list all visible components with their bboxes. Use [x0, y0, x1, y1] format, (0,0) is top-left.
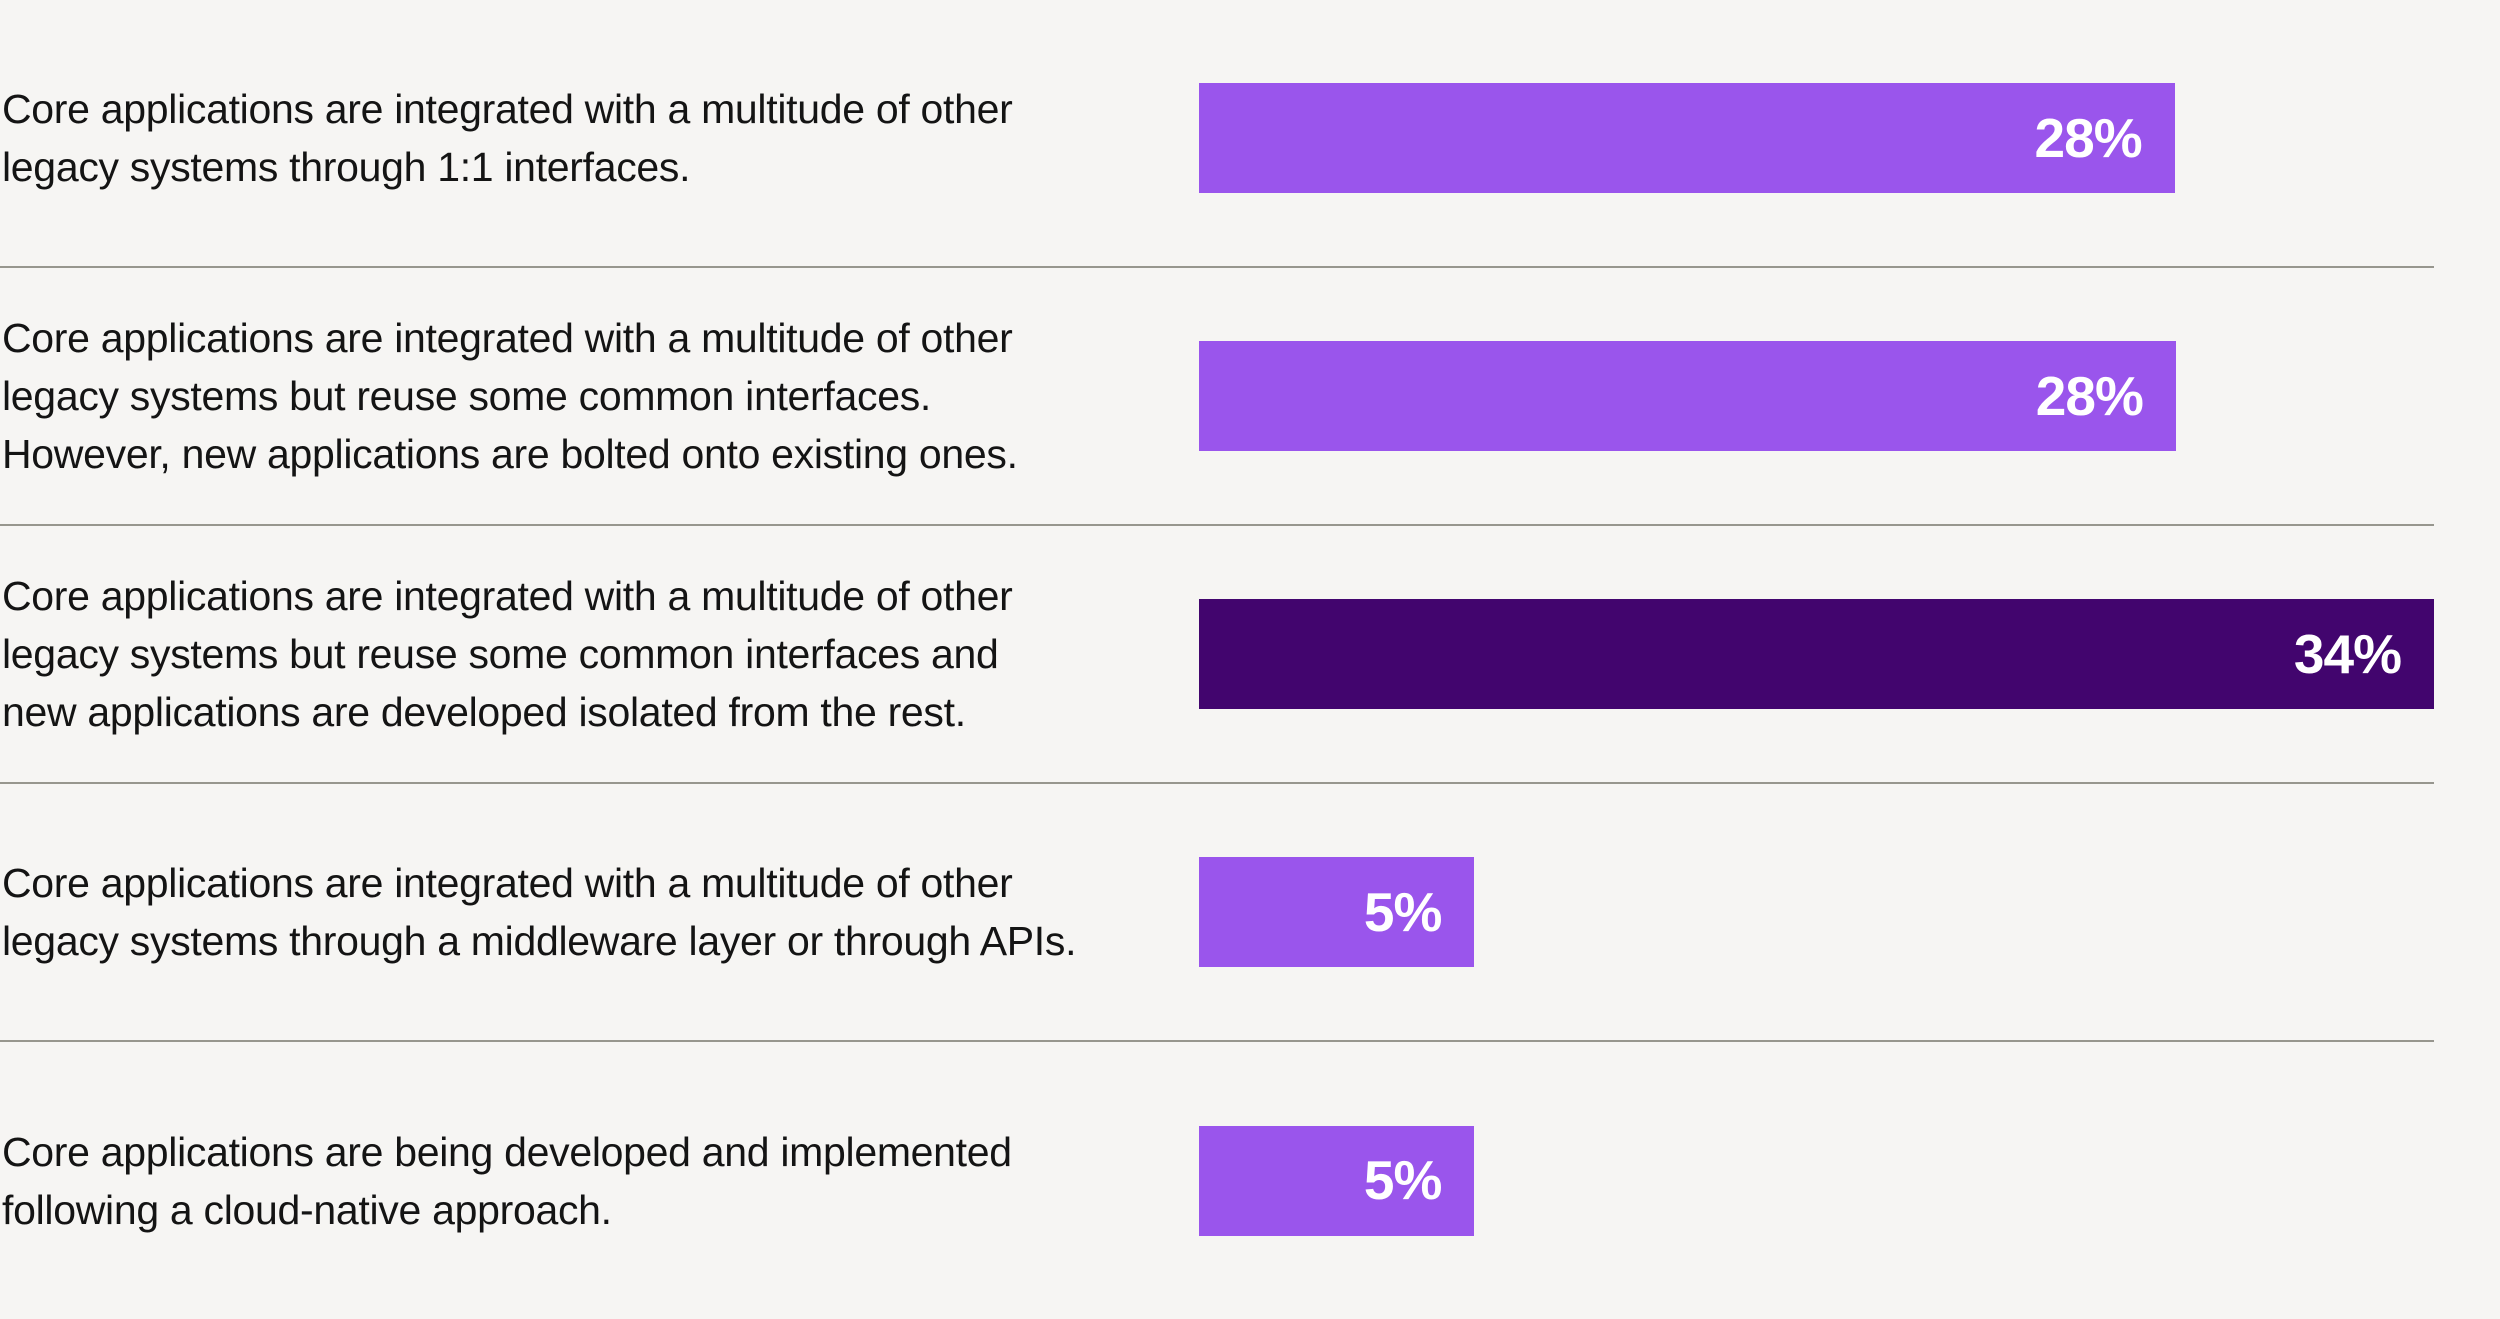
bar: 28% — [1199, 83, 2175, 193]
bar-chart: Core applications are integrated with a … — [0, 10, 2500, 1319]
category-label: Core applications are integrated with a … — [2, 86, 1013, 190]
chart-row: Core applications are integrated with a … — [0, 10, 2434, 268]
bar: 34% — [1199, 599, 2434, 709]
bar-track: 34% — [1199, 599, 2434, 709]
chart-row: Core applications are being developed an… — [0, 1042, 2434, 1319]
bar-track: 5% — [1199, 857, 2434, 967]
bar-value-label: 5% — [1363, 1149, 1442, 1211]
bar-value-label: 28% — [2035, 364, 2144, 427]
bar-track: 5% — [1199, 1125, 2434, 1236]
bar: 5% — [1199, 857, 1475, 967]
bar-value-label: 28% — [2034, 106, 2143, 169]
category-label: Core applications are integrated with a … — [2, 315, 1018, 477]
bar-track: 28% — [1199, 83, 2434, 193]
chart-row: Core applications are integrated with a … — [0, 268, 2434, 526]
bar-value-label: 5% — [1363, 880, 1442, 943]
bar: 28% — [1199, 341, 2176, 451]
chart-row: Core applications are integrated with a … — [0, 526, 2434, 784]
chart-row: Core applications are integrated with a … — [0, 784, 2434, 1042]
category-label: Core applications are integrated with a … — [2, 573, 1013, 735]
category-label: Core applications are integrated with a … — [2, 860, 1077, 964]
bar-value-label: 34% — [2293, 622, 2402, 685]
bar: 5% — [1199, 1125, 1475, 1236]
bar-track: 28% — [1199, 341, 2434, 451]
category-label: Core applications are being developed an… — [2, 1128, 1012, 1233]
